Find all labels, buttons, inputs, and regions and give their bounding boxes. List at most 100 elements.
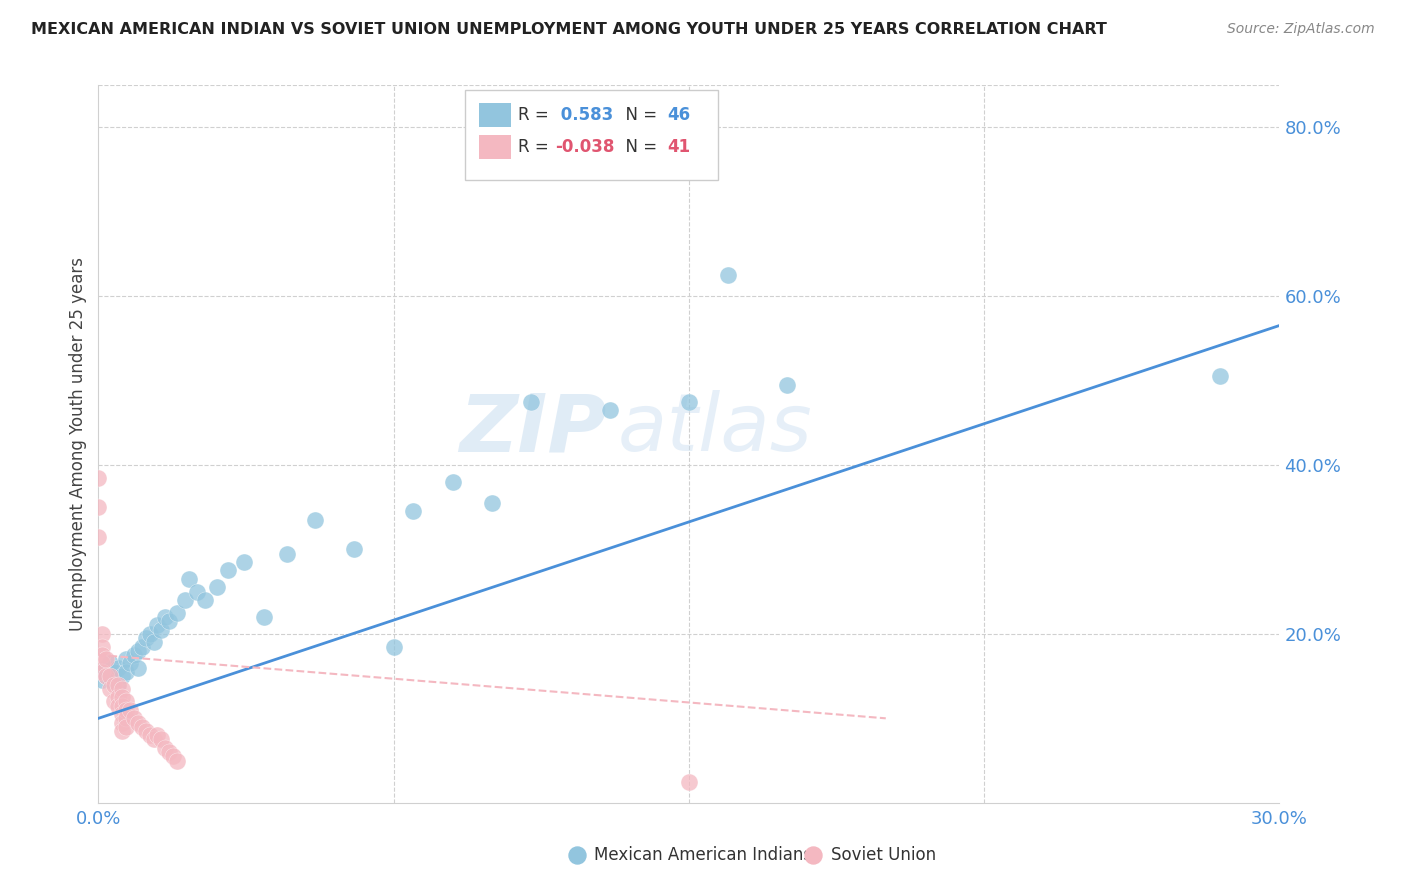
Point xyxy=(98,681,121,696)
Point xyxy=(157,614,180,628)
Point xyxy=(91,665,114,679)
Point xyxy=(131,640,153,654)
Point xyxy=(107,677,129,691)
Point xyxy=(150,732,173,747)
Point xyxy=(174,593,197,607)
Point xyxy=(127,644,149,658)
Point xyxy=(402,504,425,518)
Point xyxy=(186,584,208,599)
Point xyxy=(115,694,138,708)
Point xyxy=(103,665,125,679)
Point xyxy=(146,728,169,742)
Point xyxy=(115,703,138,717)
Text: Mexican American Indians: Mexican American Indians xyxy=(595,846,813,863)
Point xyxy=(87,530,110,544)
Text: 41: 41 xyxy=(668,138,690,156)
Point xyxy=(276,547,298,561)
Point xyxy=(142,635,165,649)
Point xyxy=(138,728,160,742)
Point xyxy=(96,669,118,683)
Text: MEXICAN AMERICAN INDIAN VS SOVIET UNION UNEMPLOYMENT AMONG YOUTH UNDER 25 YEARS : MEXICAN AMERICAN INDIAN VS SOVIET UNION … xyxy=(31,22,1107,37)
Point xyxy=(96,652,118,666)
Point xyxy=(107,698,129,713)
Point xyxy=(233,555,256,569)
Point xyxy=(87,470,110,484)
Point xyxy=(118,657,141,671)
Point xyxy=(177,572,200,586)
Point xyxy=(131,720,153,734)
Point xyxy=(111,690,134,705)
Point xyxy=(115,720,138,734)
FancyBboxPatch shape xyxy=(478,135,510,160)
Point xyxy=(217,564,239,578)
Point xyxy=(111,681,134,696)
Point xyxy=(166,754,188,768)
Text: N =: N = xyxy=(614,138,662,156)
Point xyxy=(98,669,121,683)
Point xyxy=(91,648,114,662)
Point xyxy=(205,581,228,595)
Point xyxy=(111,669,134,683)
Point xyxy=(135,631,157,645)
Point xyxy=(304,513,326,527)
Point xyxy=(91,673,114,688)
Y-axis label: Unemployment Among Youth under 25 years: Unemployment Among Youth under 25 years xyxy=(69,257,87,631)
Point xyxy=(115,652,138,666)
Point xyxy=(441,475,464,489)
Point xyxy=(520,394,543,409)
Point xyxy=(155,740,177,755)
Point xyxy=(98,657,121,671)
Point xyxy=(1209,369,1232,384)
Text: N =: N = xyxy=(614,106,662,124)
Point xyxy=(111,715,134,730)
Point xyxy=(127,715,149,730)
Text: ZIP: ZIP xyxy=(458,391,606,468)
Point xyxy=(155,610,177,624)
Point xyxy=(111,724,134,739)
Text: 46: 46 xyxy=(668,106,690,124)
Text: R =: R = xyxy=(517,106,554,124)
Point xyxy=(91,640,114,654)
Text: atlas: atlas xyxy=(619,391,813,468)
Point xyxy=(717,268,740,282)
Point xyxy=(146,618,169,632)
Text: R =: R = xyxy=(517,138,554,156)
Point xyxy=(122,711,145,725)
Point xyxy=(122,648,145,662)
Point xyxy=(343,542,366,557)
Point xyxy=(150,623,173,637)
Point xyxy=(91,627,114,641)
Text: -0.038: -0.038 xyxy=(555,138,614,156)
Point xyxy=(87,500,110,515)
Point xyxy=(678,774,700,789)
Point xyxy=(103,694,125,708)
FancyBboxPatch shape xyxy=(464,90,718,179)
Point xyxy=(103,677,125,691)
Point xyxy=(142,732,165,747)
Point xyxy=(166,606,188,620)
Point xyxy=(138,627,160,641)
Point xyxy=(481,496,503,510)
Text: Source: ZipAtlas.com: Source: ZipAtlas.com xyxy=(1227,22,1375,37)
Point xyxy=(678,394,700,409)
Point xyxy=(111,707,134,722)
Point xyxy=(91,665,114,679)
Point xyxy=(599,403,621,417)
Point xyxy=(382,640,405,654)
Point xyxy=(107,690,129,705)
Point xyxy=(157,745,180,759)
Point xyxy=(118,703,141,717)
Point xyxy=(91,657,114,671)
Point xyxy=(98,673,121,688)
Point xyxy=(107,660,129,674)
Point xyxy=(162,749,184,764)
Point xyxy=(194,593,217,607)
Text: 0.583: 0.583 xyxy=(555,106,614,124)
Point xyxy=(115,711,138,725)
Point xyxy=(127,660,149,674)
Text: Soviet Union: Soviet Union xyxy=(831,846,936,863)
Point xyxy=(111,698,134,713)
Point xyxy=(253,610,276,624)
Point xyxy=(115,665,138,679)
Point xyxy=(776,377,799,392)
